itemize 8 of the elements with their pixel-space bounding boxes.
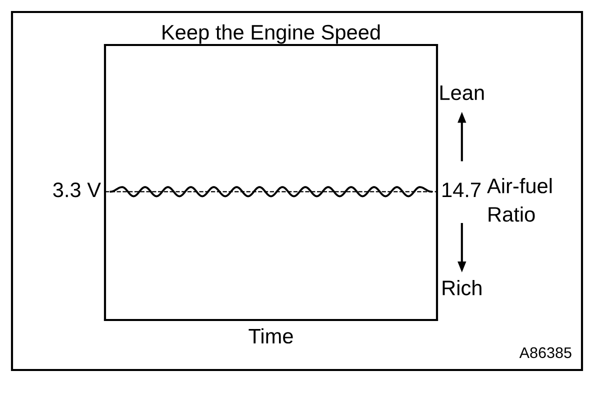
chart-title: Keep the Engine Speed — [162, 24, 380, 44]
text: A86385 — [519, 347, 572, 358]
text: Rich — [442, 280, 482, 296]
text: Lean — [440, 86, 484, 100]
text: Time — [248, 328, 293, 344]
ref-line-label: 3.3 V — [53, 182, 101, 198]
text: 14.7 — [442, 182, 480, 198]
y2-axis-title: Air-fuel Ratio — [487, 178, 552, 222]
